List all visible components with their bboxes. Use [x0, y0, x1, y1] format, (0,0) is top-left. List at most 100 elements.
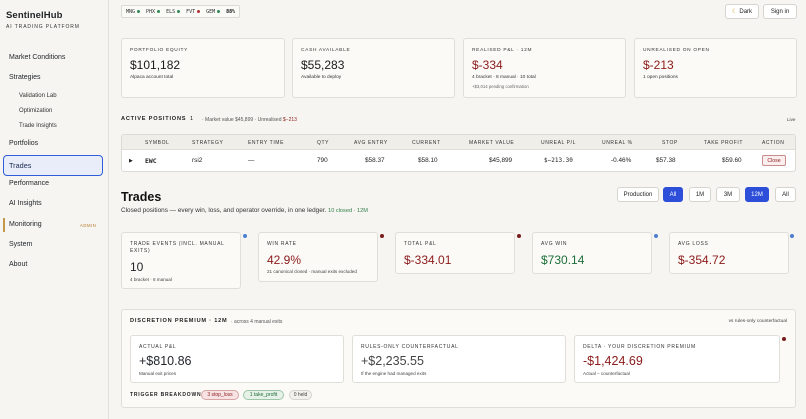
trigger-chip-held[interactable]: 0 held	[289, 390, 312, 400]
avg-win-card: AVG WIN $730.14	[532, 232, 652, 274]
cell-symbol: EWC	[145, 157, 157, 165]
card-label: AVG WIN	[541, 241, 568, 247]
positions-table: SYMBOL STRATEGY ENTRY TIME QTY AVG ENTRY…	[121, 134, 796, 172]
card-value: $-334.01	[404, 253, 452, 267]
card-label: AVG LOSS	[678, 241, 709, 247]
brand-name[interactable]: SentinelHub	[6, 10, 63, 21]
card-value: $-334	[472, 58, 503, 72]
column-header: STOP	[662, 140, 678, 146]
card-sub: If the engine had managed exits	[361, 371, 427, 376]
status-dot	[782, 337, 786, 341]
status-dot	[654, 234, 658, 238]
cell-take-profit: $59.60	[722, 157, 742, 164]
cell-entry-time: —	[248, 157, 255, 164]
card-sub: 4 bracket · 8 manual · 10 total	[472, 75, 536, 80]
cell-unreal-pct: -0.46%	[611, 157, 632, 164]
status-dot	[517, 234, 521, 238]
sidebar-item-trades[interactable]: Trades	[3, 155, 103, 176]
theme-toggle-button[interactable]: ☾ Dark	[725, 4, 759, 19]
panel-title: DISCRETION PREMIUM · 12M	[130, 318, 228, 324]
card-value: $730.14	[541, 253, 585, 267]
avg-loss-card: AVG LOSS $-354.72	[669, 232, 789, 274]
sidebar-item-system[interactable]: System	[9, 241, 33, 248]
topbar: MNG PHX ELS FVT GEM 88% ☾ Dark Sign in	[109, 0, 806, 24]
card-value: $-354.72	[678, 253, 726, 267]
total-pl-card: TOTAL P&L $-334.01	[395, 232, 515, 274]
table-header: SYMBOL STRATEGY ENTRY TIME QTY AVG ENTRY…	[122, 135, 795, 150]
card-label: UNREALISED ON OPEN	[643, 48, 710, 53]
filter-3m[interactable]: 3M	[716, 187, 740, 202]
filter-production[interactable]: Production	[617, 187, 659, 202]
status-dot	[137, 10, 141, 13]
expand-row-icon[interactable]: ▶	[129, 158, 133, 164]
win-rate-card: WIN RATE 42.9% 21 canonical closed · man…	[258, 232, 378, 282]
card-label: REALISED P&L · 12M	[472, 48, 533, 53]
sidebar-item-performance[interactable]: Performance	[9, 180, 50, 187]
moon-icon: ☾	[731, 9, 738, 15]
sidebar-item-validation-lab[interactable]: Validation Lab	[19, 93, 57, 99]
brand-subtitle: AI TRADING PLATFORM	[6, 24, 80, 30]
card-sub: 4 bracket · 6 manual	[130, 277, 172, 282]
live-indicator: Live	[787, 117, 796, 122]
ticker-fvt: FVT	[186, 9, 201, 15]
close-position-button[interactable]: Close	[762, 155, 786, 166]
card-sub: 1 open positions	[643, 75, 678, 80]
cell-avg-entry: $58.37	[365, 157, 385, 164]
status-dot	[217, 10, 221, 13]
column-header: SYMBOL	[145, 140, 170, 146]
sidebar-item-optimization[interactable]: Optimization	[19, 108, 53, 114]
status-dot	[790, 234, 794, 238]
card-label: TOTAL P&L	[404, 241, 437, 247]
card-sub: Actual − counterfactual	[583, 371, 630, 376]
ticker-mng: MNG	[126, 9, 141, 15]
counterfactual-card: RULES-ONLY COUNTERFACTUAL +$2,235.55 If …	[352, 335, 566, 383]
filter-1m[interactable]: 1M	[689, 187, 711, 202]
trigger-chip-take-profit[interactable]: 1 take_profit	[243, 390, 284, 400]
sidebar-item-trade-insights[interactable]: Trade Insights	[19, 123, 57, 129]
status-dot	[197, 10, 201, 13]
filter-12m[interactable]: 12M	[745, 187, 769, 202]
card-label: DELTA · YOUR DISCRETION PREMIUM	[583, 344, 696, 350]
cell-current: $58.10	[418, 157, 438, 164]
admin-badge: ADMIN	[80, 223, 97, 228]
ticker-els: ELS	[166, 9, 181, 15]
card-sub: 21 canonical closed · manual exits exclu…	[267, 269, 357, 274]
column-header: AVG ENTRY	[354, 140, 388, 146]
sidebar-item-monitoring[interactable]: Monitoring	[9, 221, 42, 228]
card-value: $-213	[643, 58, 674, 72]
trades-description: Closed positions — every win, loss, and …	[121, 207, 368, 214]
equity-card: PORTFOLIO EQUITY $101,182 Alpaca account…	[121, 38, 285, 98]
sidebar-item-strategies[interactable]: Strategies	[9, 74, 41, 81]
ticker-strip[interactable]: MNG PHX ELS FVT GEM 88%	[121, 5, 241, 18]
card-label: CASH AVAILABLE	[301, 48, 351, 53]
active-positions-meta: · Market value $45,899 · Unrealised $−21…	[202, 117, 297, 123]
cell-stop: $57.38	[656, 157, 676, 164]
card-sub-pending: +$3,014 pending confirmation	[472, 84, 529, 89]
status-dot	[177, 10, 181, 13]
sidebar-item-ai-insights[interactable]: AI Insights	[9, 200, 42, 207]
column-header: QTY	[317, 140, 330, 146]
page-title: Trades	[121, 190, 162, 204]
sign-in-button[interactable]: Sign in	[763, 4, 797, 19]
status-dot	[380, 234, 384, 238]
status-dot	[243, 234, 247, 238]
active-positions-count: 1	[190, 116, 194, 122]
ticker-phx: PHX	[146, 9, 161, 15]
cell-strategy: rsi2	[192, 157, 203, 164]
sidebar-item-about[interactable]: About	[9, 261, 28, 268]
sidebar-item-portfolios[interactable]: Portfolios	[9, 140, 39, 147]
cell-qty: 790	[317, 157, 328, 164]
card-value: +$2,235.55	[361, 354, 424, 368]
cell-unreal-pl: $−213.30	[544, 157, 573, 164]
filter-all-period[interactable]: All	[775, 187, 796, 202]
filter-all-mode[interactable]: All	[663, 187, 683, 202]
card-sub: Manual exit prices	[139, 371, 177, 376]
card-value: 42.9%	[267, 253, 302, 267]
panel-note: vs rules-only counterfactual	[728, 319, 787, 324]
card-label: WIN RATE	[267, 241, 297, 247]
card-value: $55,283	[301, 58, 345, 72]
sidebar-item-market-conditions[interactable]: Market Conditions	[9, 54, 66, 61]
panel-subtitle: · across 4 manual exits	[231, 319, 283, 325]
trigger-chip-stop-loss[interactable]: 3 stop_loss	[201, 390, 239, 400]
column-header: MARKET VALUE	[469, 140, 515, 146]
